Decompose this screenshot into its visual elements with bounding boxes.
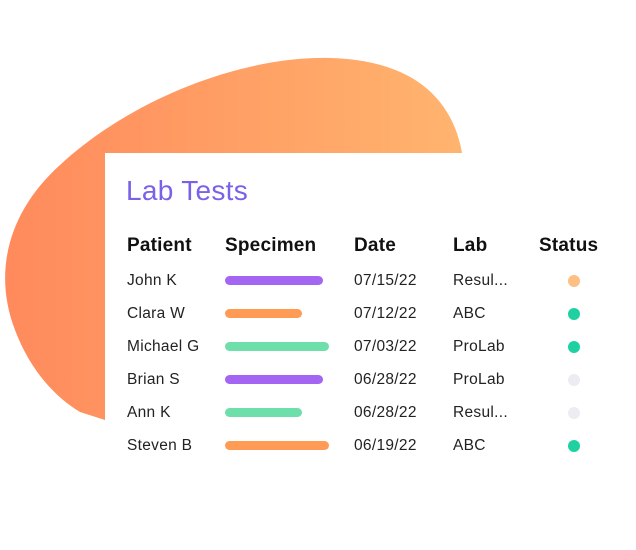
test-date: 07/12/22 <box>354 305 417 322</box>
column-header-date[interactable]: Date <box>354 235 396 256</box>
patient-name: John K <box>127 272 178 289</box>
patient-name: Ann K <box>127 404 171 421</box>
column-header-specimen[interactable]: Specimen <box>225 235 317 256</box>
test-date: 06/19/22 <box>354 437 417 454</box>
table-header: Patient Specimen Date Lab Status <box>105 235 636 257</box>
patient-name: Steven B <box>127 437 193 454</box>
column-header-lab[interactable]: Lab <box>453 235 488 256</box>
table-row[interactable]: Steven B 06/19/22 ABC <box>105 435 636 468</box>
table-row[interactable]: Clara W 07/12/22 ABC <box>105 303 636 336</box>
specimen-bar <box>225 441 329 450</box>
specimen-bar <box>225 309 302 318</box>
specimen-bar <box>225 342 329 351</box>
column-header-status[interactable]: Status <box>539 235 599 256</box>
patient-name: Michael G <box>127 338 200 355</box>
table-row[interactable]: John K 07/15/22 Resul... <box>105 270 636 303</box>
lab-tests-card: Lab Tests Patient Specimen Date Lab Stat… <box>105 153 636 483</box>
patient-name: Clara W <box>127 305 186 322</box>
test-date: 06/28/22 <box>354 371 417 388</box>
lab-name: ProLab <box>453 338 505 355</box>
table-row[interactable]: Michael G 07/03/22 ProLab <box>105 336 636 369</box>
table-row[interactable]: Ann K 06/28/22 Resul... <box>105 402 636 435</box>
status-dot <box>568 308 580 320</box>
test-date: 07/15/22 <box>354 272 417 289</box>
patient-name: Brian S <box>127 371 180 388</box>
lab-name: ABC <box>453 305 486 322</box>
card-title: Lab Tests <box>126 175 249 206</box>
table-body: John K 07/15/22 Resul... Clara W 07/12/2… <box>105 270 636 468</box>
specimen-bar <box>225 276 323 285</box>
specimen-bar <box>225 375 323 384</box>
lab-name: Resul... <box>453 404 508 421</box>
column-header-patient[interactable]: Patient <box>127 235 192 256</box>
status-dot <box>568 341 580 353</box>
status-dot <box>568 440 580 452</box>
specimen-bar <box>225 408 302 417</box>
lab-name: Resul... <box>453 272 508 289</box>
test-date: 07/03/22 <box>354 338 417 355</box>
status-dot <box>568 374 580 386</box>
status-dot <box>568 275 580 287</box>
lab-name: ProLab <box>453 371 505 388</box>
table-row[interactable]: Brian S 06/28/22 ProLab <box>105 369 636 402</box>
test-date: 06/28/22 <box>354 404 417 421</box>
status-dot <box>568 407 580 419</box>
lab-name: ABC <box>453 437 486 454</box>
